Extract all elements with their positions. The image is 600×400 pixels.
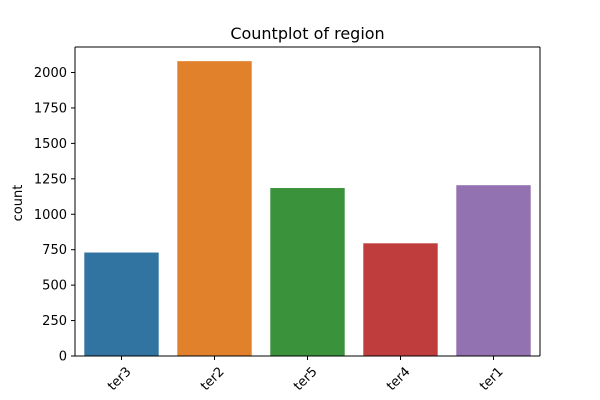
x-tick-label: ter4 [384,364,413,393]
x-tick-label: ter5 [291,364,320,393]
y-tick-label: 1750 [34,101,67,116]
x-tick-label: ter3 [105,364,134,393]
y-axis-title: count [11,185,26,222]
bars-layer [84,61,531,357]
bar-ter5 [270,188,345,356]
x-tick-label: ter1 [477,364,506,393]
bar-ter3 [84,252,159,356]
y-ticks-layer: 0 250 500 750 1000 1250 1500 1750 2000 [34,66,75,365]
y-tick-label: 250 [42,314,67,329]
bar-ter1 [456,185,531,356]
y-tick-label: 1250 [34,172,67,187]
y-tick-label: 1500 [34,137,67,152]
y-tick-label: 2000 [34,66,67,81]
x-ticks-layer: ter3 ter2 ter5 ter4 ter1 [105,356,507,394]
y-tick-label: 500 [42,279,67,294]
y-tick-label: 0 [59,350,67,365]
y-tick-label: 750 [42,243,67,258]
bar-ter4 [363,243,438,356]
y-tick-label: 1000 [34,208,67,223]
x-tick-label: ter2 [198,364,227,393]
bar-ter2 [177,61,252,357]
chart-title: Countplot of region [230,24,384,43]
axes-layer [74,46,541,357]
